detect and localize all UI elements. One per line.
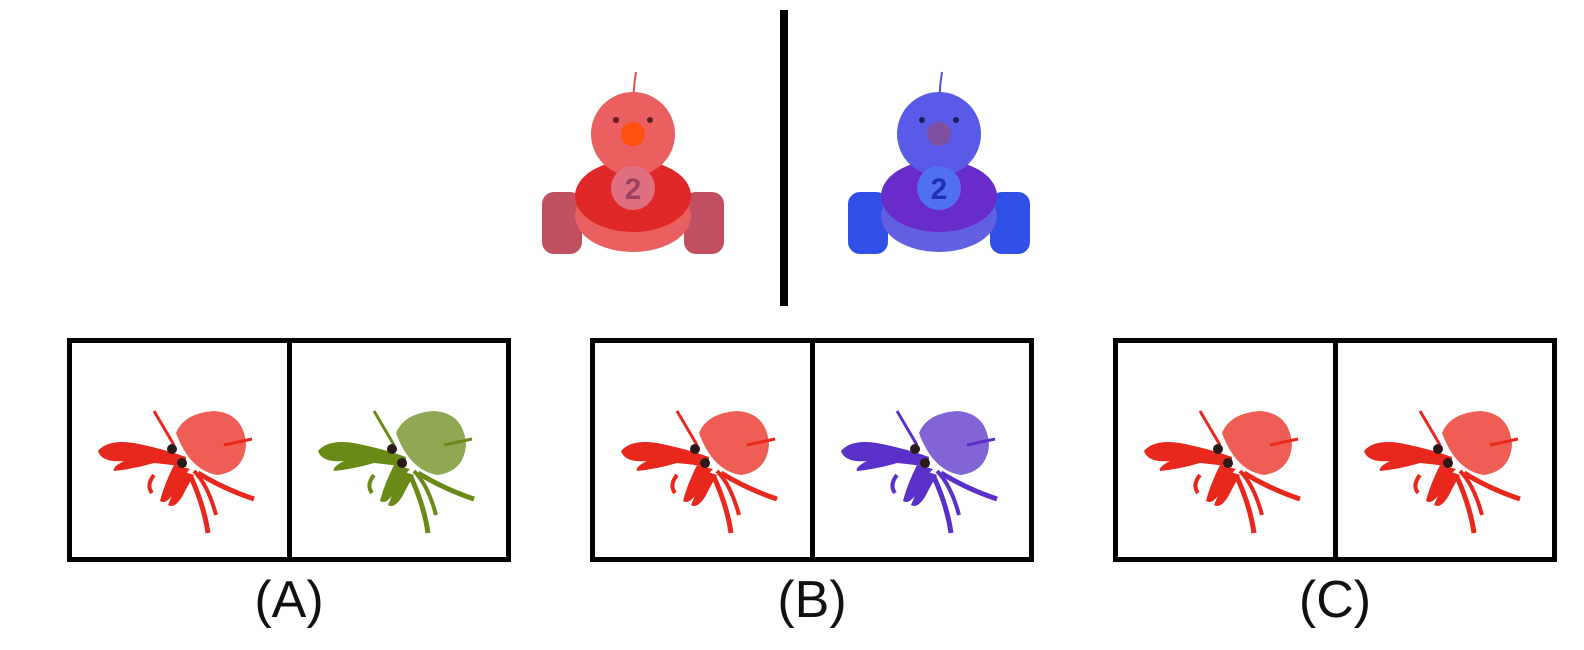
crab-purple-image (837, 405, 1005, 539)
crab-red-image (1140, 405, 1308, 539)
toy-number-text: 2 (931, 173, 948, 206)
crab-red-image (617, 405, 785, 539)
option-a-label[interactable]: (A) (254, 571, 324, 629)
option-b-right-cell (809, 343, 1030, 557)
option-a-left-cell (72, 343, 287, 557)
option-b-label[interactable]: (B) (777, 571, 847, 629)
crab-red-image (1360, 405, 1528, 539)
option-b-panel[interactable] (590, 338, 1034, 562)
option-a-panel[interactable] (67, 338, 511, 562)
option-c-right-cell (1332, 343, 1553, 557)
option-c-label[interactable]: (C) (1298, 571, 1372, 629)
toy-number-text: 2 (625, 173, 642, 206)
reference-toy-red: 2 (540, 66, 726, 258)
option-c-left-cell (1118, 343, 1333, 557)
crab-red-image (94, 405, 262, 539)
option-b-left-cell (595, 343, 810, 557)
reference-toy-blue: 2 (846, 66, 1032, 258)
vertical-divider (780, 10, 788, 306)
option-a-right-cell (286, 343, 507, 557)
option-c-panel[interactable] (1113, 338, 1557, 562)
crab-green-image (314, 405, 482, 539)
